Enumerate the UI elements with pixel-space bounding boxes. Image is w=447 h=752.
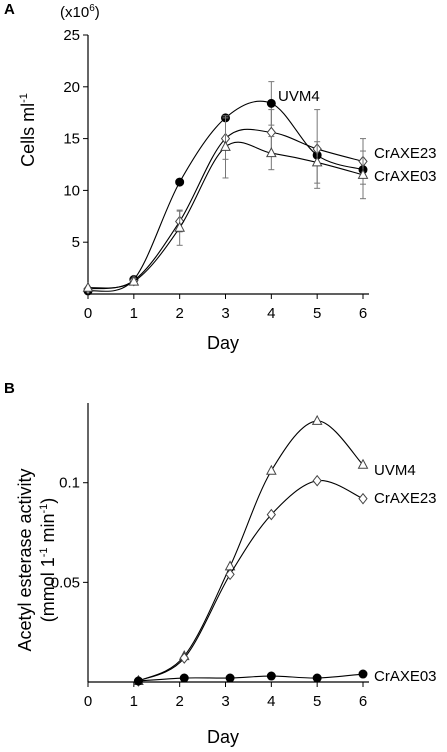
panel-a-data-point bbox=[266, 126, 276, 139]
panel-b-x-tick-label: 6 bbox=[359, 693, 367, 710]
panel-b-data-point bbox=[179, 673, 189, 683]
panel-a-data-point bbox=[266, 147, 277, 158]
panel-b-data-point bbox=[225, 568, 235, 581]
panel-a-x-axis-title: Day bbox=[207, 333, 239, 353]
panel-a-y-tick-label: 15 bbox=[63, 131, 80, 148]
panel-a-data-point bbox=[174, 221, 185, 232]
panel-b-x-tick-label: 1 bbox=[130, 693, 138, 710]
panel-b-data-point bbox=[225, 673, 235, 683]
panel-b-plot: 0 1 2 3 4 5 6 0.05 0.1 CrAXE03 CrAXE23 UVM4 bbox=[51, 403, 437, 710]
panel-b-data-point bbox=[358, 669, 368, 679]
panel-b-series-line bbox=[138, 420, 364, 682]
panel-b-data-point bbox=[266, 671, 276, 681]
panel-b-data-point bbox=[311, 414, 323, 425]
panel-a-y-tick-label: 10 bbox=[63, 182, 80, 199]
panel-b-series-label: CrAXE23 bbox=[374, 490, 437, 507]
panel-b-x-tick-label: 4 bbox=[267, 693, 275, 710]
panel-b-x-tick-label: 5 bbox=[313, 693, 321, 710]
panel-b-data-point bbox=[357, 458, 369, 469]
panel-a-data-point bbox=[128, 275, 140, 286]
panel-a-x-tick-label: 4 bbox=[267, 305, 275, 322]
panel-b-x-tick-label: 3 bbox=[221, 693, 229, 710]
panel-a-data-point bbox=[82, 281, 94, 292]
panel-a-x-tick-label: 6 bbox=[359, 305, 367, 322]
panel-a-y-axis-title: Cells ml-1 bbox=[18, 93, 38, 167]
panel-a-data-point bbox=[220, 140, 231, 151]
panel-a-series-label: UVM4 bbox=[278, 88, 320, 105]
panel-a-plot: 0 1 2 3 4 5 6 5 10 15 20 25 UVM4 CrAXE23 CrAXE03 bbox=[63, 27, 436, 322]
panel-a-data-point bbox=[357, 168, 369, 179]
panel-b-y-tick-label: 0.1 bbox=[59, 475, 80, 492]
panel-b-y-axis-units: (mmol 1-1 min-1) bbox=[38, 498, 58, 623]
panel-a-x-tick-label: 3 bbox=[221, 305, 229, 322]
panel-b-series-line bbox=[138, 480, 364, 682]
panel-a-y-tick-label: 5 bbox=[72, 234, 80, 251]
panel-a-x-tick-label: 2 bbox=[175, 305, 183, 322]
panel-a-series-label: CrAXE23 bbox=[374, 145, 437, 162]
panel-b-series-line bbox=[138, 673, 364, 682]
panel-b-data-point bbox=[358, 492, 368, 505]
panel-b-x-axis-title: Day bbox=[207, 727, 239, 747]
panel-a-multiplier: (x106) bbox=[60, 3, 100, 21]
panel-a-series-label: CrAXE03 bbox=[374, 168, 437, 185]
panel-a-data-point bbox=[311, 156, 323, 167]
panel-b-data-point bbox=[266, 464, 277, 475]
panel-b-series-label: UVM4 bbox=[374, 462, 416, 479]
panel-b-series-label: CrAXE03 bbox=[374, 668, 437, 685]
panel-b-data-point bbox=[312, 474, 322, 487]
panel-b-data-point bbox=[312, 673, 322, 683]
panel-a-y-tick-label: 20 bbox=[63, 79, 80, 96]
panel-b-y-axis-title: Acetyl esterase activity bbox=[15, 468, 35, 651]
panel-b-data-point bbox=[179, 652, 189, 664]
panel-a-x-tick-label: 1 bbox=[130, 305, 138, 322]
panel-a-data-point bbox=[266, 98, 276, 108]
panel-b-data-point bbox=[133, 676, 143, 686]
panel-a-data-point bbox=[175, 177, 185, 187]
panel-a-y-tick-label: 25 bbox=[63, 27, 80, 44]
panel-b-x-tick-label: 2 bbox=[175, 693, 183, 710]
panel-a-x-tick-label: 0 bbox=[84, 305, 92, 322]
panel-a-x-tick-label: 5 bbox=[313, 305, 321, 322]
panel-b-y-tick-label: 0.05 bbox=[51, 574, 80, 591]
panel-b-label: B bbox=[4, 380, 15, 397]
panel-a-label: A bbox=[4, 1, 15, 18]
panel-b-x-tick-label: 0 bbox=[84, 693, 92, 710]
panel-b-data-point bbox=[266, 508, 276, 521]
